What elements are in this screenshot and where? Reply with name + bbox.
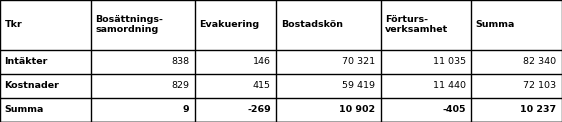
Text: Intäkter: Intäkter <box>4 57 48 66</box>
Text: 10 902: 10 902 <box>339 105 375 114</box>
Text: -269: -269 <box>247 105 271 114</box>
Text: Bostadskön: Bostadskön <box>281 20 343 29</box>
Text: 70 321: 70 321 <box>342 57 375 66</box>
Text: 11 440: 11 440 <box>433 81 466 90</box>
Text: 838: 838 <box>171 57 189 66</box>
Text: Kostnader: Kostnader <box>4 81 60 90</box>
Text: 829: 829 <box>171 81 189 90</box>
Text: 11 035: 11 035 <box>433 57 466 66</box>
Text: 10 237: 10 237 <box>520 105 556 114</box>
Text: Summa: Summa <box>476 20 515 29</box>
Text: 415: 415 <box>253 81 271 90</box>
Text: Evakuering: Evakuering <box>200 20 260 29</box>
Text: 72 103: 72 103 <box>523 81 556 90</box>
Text: Tkr: Tkr <box>4 20 22 29</box>
Text: 146: 146 <box>253 57 271 66</box>
Text: Förturs-
verksamhet: Förturs- verksamhet <box>385 15 448 34</box>
Text: -405: -405 <box>442 105 466 114</box>
Text: 9: 9 <box>183 105 189 114</box>
Text: 82 340: 82 340 <box>523 57 556 66</box>
Text: Summa: Summa <box>4 105 44 114</box>
Text: Bosättnings-
samordning: Bosättnings- samordning <box>95 15 163 34</box>
Text: 59 419: 59 419 <box>342 81 375 90</box>
